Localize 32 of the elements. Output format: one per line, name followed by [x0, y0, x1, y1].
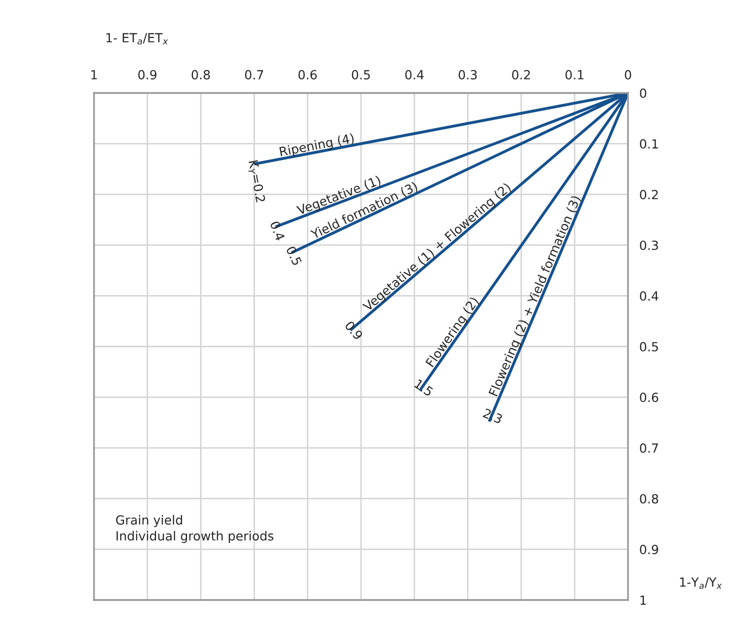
y-tick-label: 0.4 [640, 291, 658, 301]
x-tick-label: 0.6 [298, 70, 317, 80]
x-tick-label: 0.1 [565, 70, 584, 80]
y-tick-label: 0.7 [640, 443, 658, 453]
x-tick-label: 1 [91, 70, 97, 80]
annotation: 1.5 [414, 379, 434, 397]
text: Ripening (4) [279, 133, 355, 159]
annotation: 0.5 [286, 246, 302, 266]
annotation: Grain yield Individual growth periods [116, 515, 274, 544]
annotation: 0.9 [344, 320, 364, 340]
y-tick-label: 0.5 [640, 342, 658, 352]
x-tick-label: 0.2 [512, 70, 530, 80]
x-tick-label: 0.4 [405, 70, 424, 80]
y-tick-label: 0.8 [640, 494, 658, 504]
x-tick-label: 0.7 [245, 70, 264, 80]
x-tick-label: 0 [624, 70, 632, 80]
annotation: K$_{Y}$=0.2 [246, 160, 266, 203]
y-tick-label: 1 [640, 596, 646, 605]
y-tick-label: 0.1 [640, 139, 658, 149]
x-tick-label: 0.3 [458, 70, 477, 80]
y-tick-label: 0.6 [640, 392, 658, 402]
annotation: 2.3 [482, 408, 503, 424]
y-tick-label: 0.3 [640, 240, 658, 250]
x-tick-label: 0.8 [192, 70, 210, 80]
x-tick-label: 0.5 [352, 70, 370, 80]
y-tick-label: 0.9 [640, 544, 658, 554]
y-tick-label: 0.2 [640, 190, 658, 200]
y-tick-label: 0 [640, 88, 646, 98]
x-tick-label: 0.9 [138, 70, 156, 80]
annotation: 0.4 [270, 220, 286, 242]
x-axis-title: 1- ET$_{a}$/ET$_{x}$ [106, 33, 168, 44]
y-axis-title: 1-Y$_{a}$/Y$_{x}$ [680, 578, 722, 589]
